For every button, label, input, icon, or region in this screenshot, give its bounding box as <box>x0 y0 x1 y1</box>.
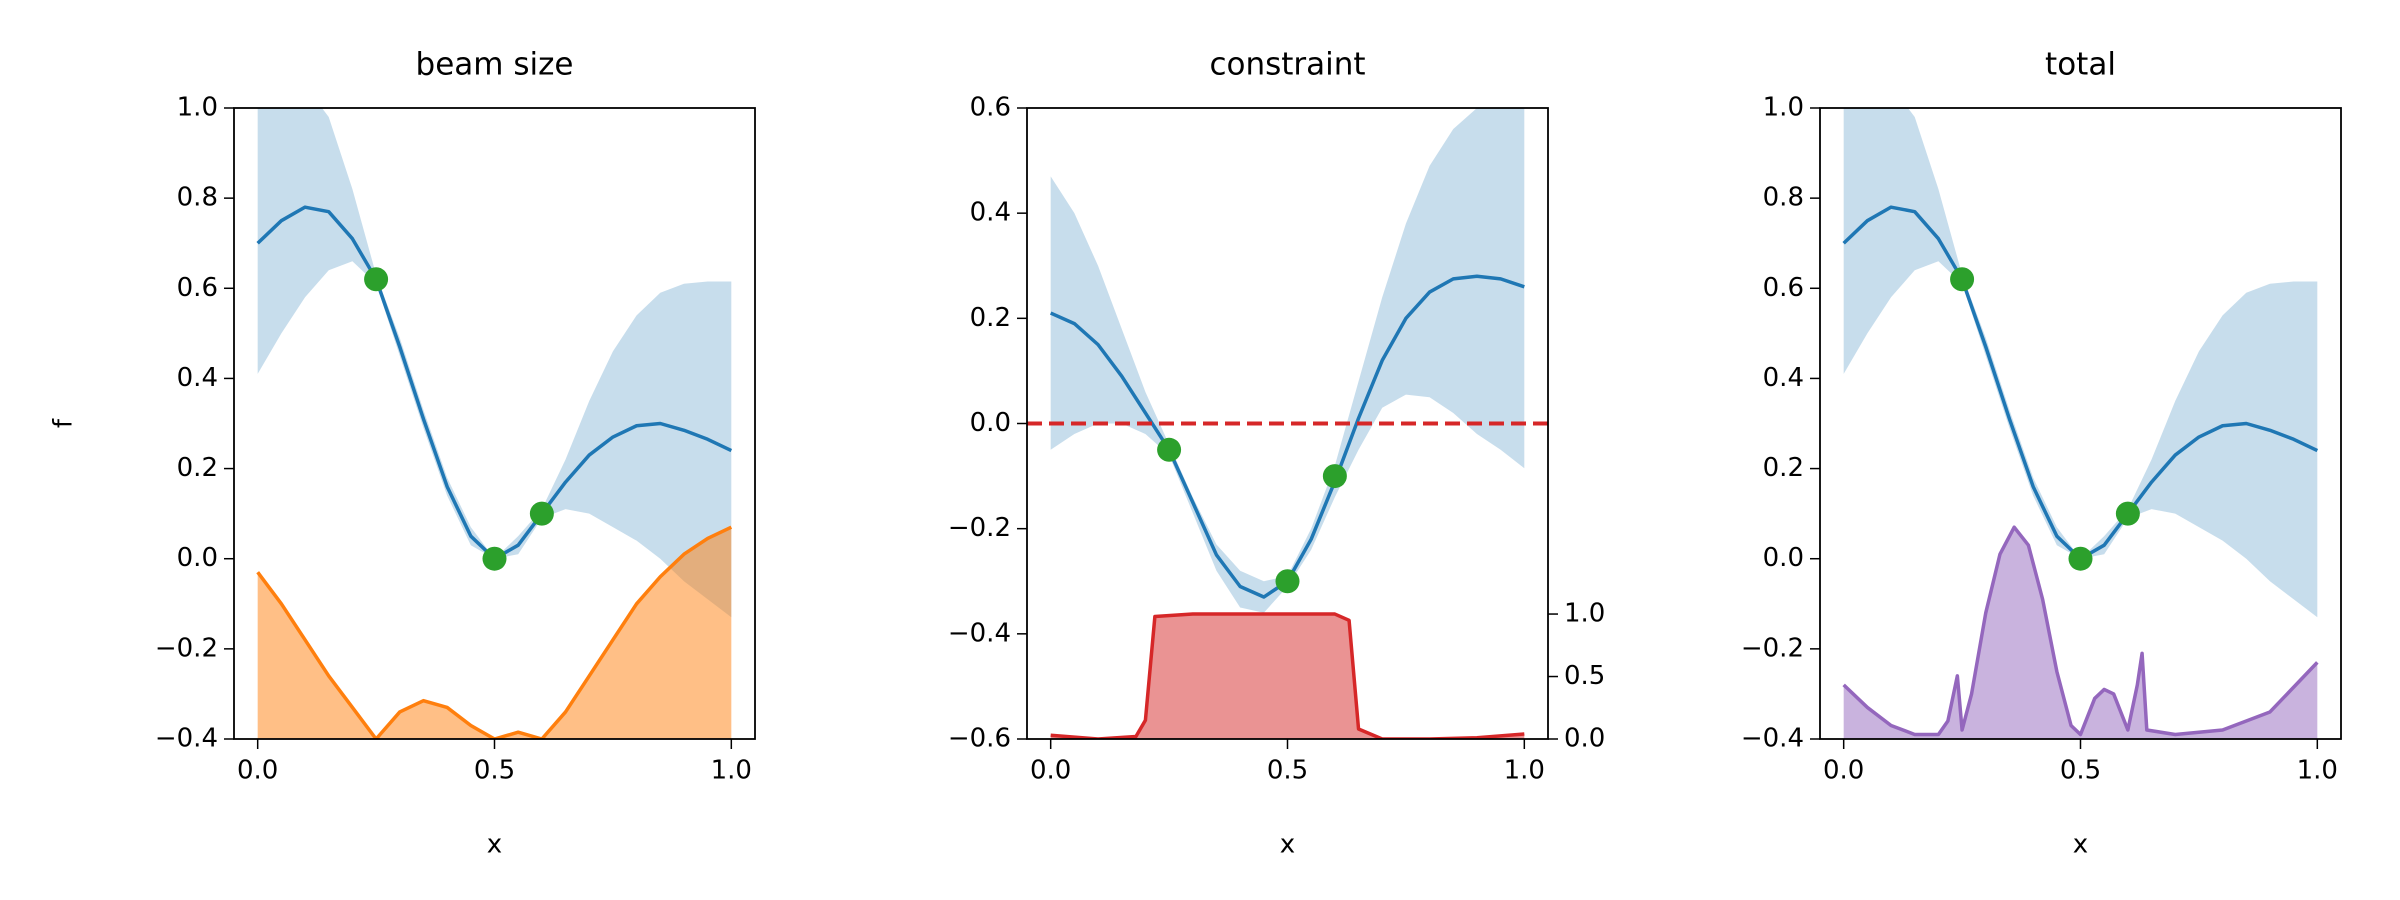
y-tick-label: 1.0 <box>1763 93 1804 123</box>
y-tick-label: 0.4 <box>1763 363 1804 393</box>
y-tick-label: −0.2 <box>155 633 218 663</box>
y2-tick-label: 0.0 <box>1564 724 1605 754</box>
y-axis-label: f <box>49 418 79 428</box>
area-fill <box>257 527 732 739</box>
y-tick-label: 0.4 <box>177 363 218 393</box>
x-axis-label: x <box>487 830 502 860</box>
y-tick-label: 0.6 <box>970 93 1011 123</box>
observation-point <box>2068 546 2093 571</box>
y-tick-label: −0.4 <box>155 724 218 754</box>
axes-frame <box>1026 107 1549 740</box>
observation-point <box>364 267 389 292</box>
area-fill <box>1843 527 2318 739</box>
y-tick-label: 1.0 <box>177 93 218 123</box>
y-tick-label: −0.6 <box>948 724 1011 754</box>
confidence-band <box>1843 108 2318 618</box>
y-tick-label: 0.4 <box>970 198 1011 228</box>
x-tick-label: 0.0 <box>1030 756 1071 786</box>
x-tick-label: 1.0 <box>1504 756 1545 786</box>
x-tick-label: 0.5 <box>474 756 515 786</box>
x-tick-label: 1.0 <box>711 756 752 786</box>
x-tick-label: 0.0 <box>237 756 278 786</box>
x-tick-label: 1.0 <box>2297 756 2338 786</box>
observation-point <box>1950 267 1975 292</box>
x-tick-label: 0.5 <box>1267 756 1308 786</box>
acquisition-line <box>1842 525 2319 737</box>
observation-point <box>1275 569 1300 594</box>
confidence-band <box>1050 108 1525 613</box>
y2-tick-label: 0.5 <box>1564 661 1605 691</box>
acquisition-line <box>256 525 733 739</box>
y-tick-label: 0.0 <box>970 408 1011 438</box>
area-fill <box>1050 614 1525 739</box>
y-tick-label: 0.0 <box>1763 543 1804 573</box>
y-tick-label: −0.4 <box>1741 724 1804 754</box>
y-tick-label: −0.2 <box>1741 633 1804 663</box>
y-tick-label: 0.2 <box>1763 453 1804 483</box>
observation-point <box>2115 501 2140 526</box>
panel-title: beam size <box>416 47 574 83</box>
panel: total x 0.0 0.5 1.0 −0.4 −0.2 0.0 0.2 0.4 0.6 0.8 1.… <box>1741 47 2342 860</box>
y-tick-label: −0.4 <box>948 618 1011 648</box>
y-tick-label: 0.6 <box>1763 273 1804 303</box>
acquisition-line <box>1050 612 1525 739</box>
panel: constraint x 0.0 0.5 1.0 −0.6 −0.4 −0.2 0.0 0.2 0.… <box>948 47 1606 860</box>
y-tick-label: 0.6 <box>177 273 218 303</box>
observation-point <box>1157 437 1182 462</box>
observation-point <box>482 546 507 571</box>
x-tick-label: 0.0 <box>1823 756 1864 786</box>
y-tick-label: −0.2 <box>948 513 1011 543</box>
axes-frame <box>1819 107 2342 740</box>
panel-title: constraint <box>1209 47 1365 83</box>
y-tick-label: 0.2 <box>970 303 1011 333</box>
observation-point <box>529 501 554 526</box>
y-tick-label: 0.2 <box>177 453 218 483</box>
panel: beam size x f 0.0 0.5 1.0 −0.4 −0.2 0.0 0.2 0.4 0.6… <box>49 47 756 860</box>
x-axis-label: x <box>2073 830 2088 860</box>
panel-title: total <box>2045 47 2116 83</box>
confidence-band <box>257 108 732 618</box>
y-tick-label: 0.8 <box>1763 183 1804 213</box>
x-tick-label: 0.5 <box>2060 756 2101 786</box>
y2-tick-label: 1.0 <box>1564 599 1605 629</box>
x-axis-label: x <box>1280 830 1295 860</box>
y-tick-label: 0.0 <box>177 543 218 573</box>
y-tick-label: 0.8 <box>177 183 218 213</box>
axes-frame <box>233 107 756 740</box>
observation-point <box>1322 464 1347 489</box>
